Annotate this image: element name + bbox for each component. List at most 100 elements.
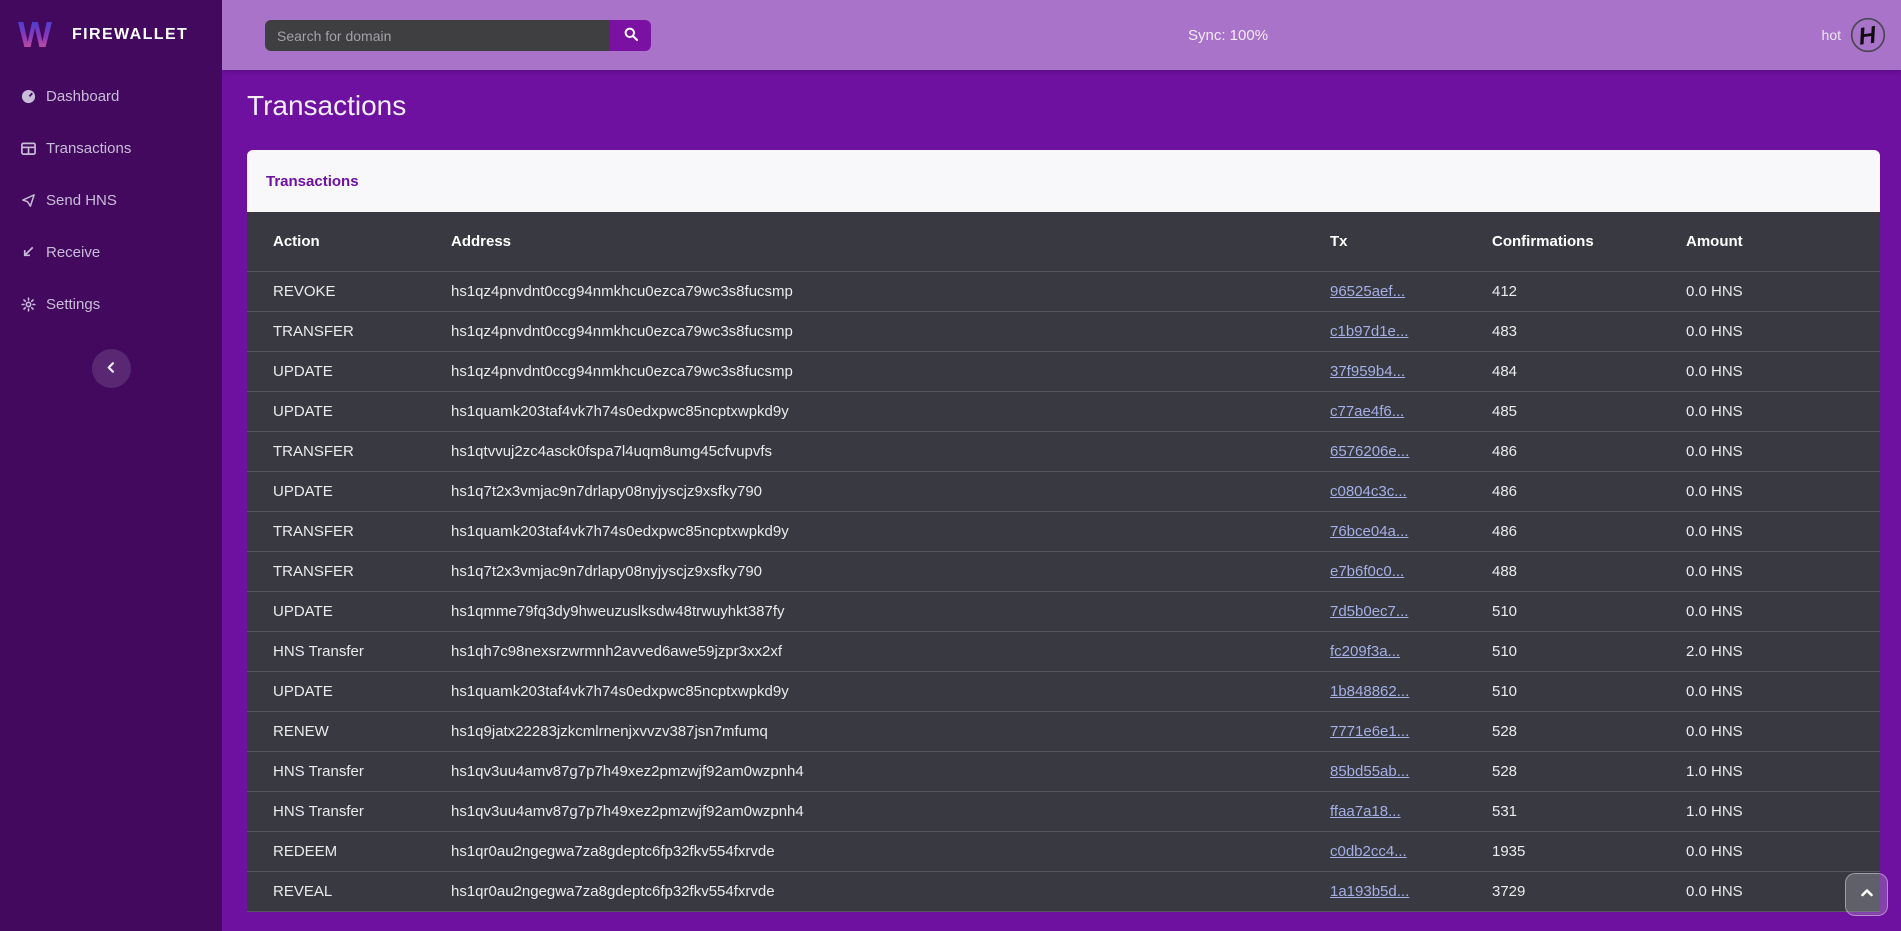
table-row: RENEW hs1q9jatx22283jzkcmlrnenjxvvzv387js…	[247, 712, 1880, 752]
sidebar-item-transactions[interactable]: Transactions	[0, 122, 222, 174]
tx-link[interactable]: 37f959b4...	[1330, 363, 1406, 380]
tx-link[interactable]: c0804c3c...	[1330, 483, 1407, 500]
firewallet-w-logo: W	[18, 10, 60, 61]
table-row: UPDATE hs1qmme79fq3dy9hweuzuslksdw48trwuy…	[247, 592, 1880, 632]
column-header-action: Action	[273, 233, 320, 250]
cell-address: hs1qz4pnvdnt0ccg94nmkhcu0ezca79wc3s8fucs…	[451, 283, 793, 300]
brand[interactable]: W FIREWALLET	[0, 0, 222, 70]
table-row: REVEAL hs1qr0au2ngegwa7za8gdeptc6fp32fkv5…	[247, 872, 1880, 912]
cell-amount: 1.0 HNS	[1686, 803, 1743, 820]
cell-amount: 2.0 HNS	[1686, 643, 1743, 660]
cell-confirmations: 486	[1492, 523, 1518, 540]
cell-address: hs1quamk203taf4vk7h74s0edxpwc85ncptxwpkd…	[451, 403, 789, 420]
cell-confirmations: 486	[1492, 443, 1518, 460]
cell-action: HNS Transfer	[273, 763, 364, 780]
cell-action: TRANSFER	[273, 443, 354, 460]
column-header-confirmations: Confirmations	[1492, 233, 1594, 250]
sidebar-item-label: Settings	[46, 295, 101, 313]
tx-link[interactable]: 1b848862...	[1330, 683, 1410, 700]
cell-amount: 0.0 HNS	[1686, 483, 1743, 500]
page-title: Transactions	[247, 90, 407, 121]
tx-link[interactable]: ffaa7a18...	[1330, 803, 1401, 820]
table-header-row: Action Address Tx Confirmations Amount	[247, 212, 1880, 272]
cell-confirmations: 3729	[1492, 883, 1526, 900]
table-row: HNS Transfer hs1qv3uu4amv87g7p7h49xez2pmz…	[247, 792, 1880, 832]
sidebar-collapse-button[interactable]	[92, 349, 131, 388]
cell-amount: 0.0 HNS	[1686, 323, 1743, 340]
receive-icon	[20, 244, 36, 260]
cell-amount: 1.0 HNS	[1686, 763, 1743, 780]
column-header-tx: Tx	[1330, 233, 1348, 250]
table-row: UPDATE hs1quamk203taf4vk7h74s0edxpwc85ncp…	[247, 672, 1880, 712]
tx-link[interactable]: c77ae4f6...	[1330, 403, 1405, 420]
cell-address: hs1qz4pnvdnt0ccg94nmkhcu0ezca79wc3s8fucs…	[451, 363, 793, 380]
cell-confirmations: 484	[1492, 363, 1518, 380]
cell-address: hs1q7t2x3vmjac9n7drlapy08nyjyscjz9xsfky7…	[451, 483, 763, 500]
tx-link[interactable]: 85bd55ab...	[1330, 763, 1410, 780]
cell-confirmations: 510	[1492, 683, 1518, 700]
cell-action: UPDATE	[273, 363, 333, 380]
handshake-logo-icon[interactable]: H	[1850, 17, 1886, 53]
table-row: TRANSFER hs1q7t2x3vmjac9n7drlapy08nyjyscj…	[247, 552, 1880, 592]
cell-confirmations: 485	[1492, 403, 1518, 420]
settings-icon	[20, 296, 36, 312]
table-row: TRANSFER hs1quamk203taf4vk7h74s0edxpwc85n…	[247, 512, 1880, 552]
cell-address: hs1qz4pnvdnt0ccg94nmkhcu0ezca79wc3s8fucs…	[451, 323, 793, 340]
sidebar-item-dashboard[interactable]: Dashboard	[0, 70, 222, 122]
table-row: TRANSFER hs1qz4pnvdnt0ccg94nmkhcu0ezca79w…	[247, 312, 1880, 352]
cell-confirmations: 486	[1492, 483, 1518, 500]
cell-confirmations: 531	[1492, 803, 1518, 820]
cell-action: REVOKE	[273, 283, 336, 300]
cell-address: hs1qr0au2ngegwa7za8gdeptc6fp32fkv554fxrv…	[451, 883, 775, 900]
sidebar-item-label: Transactions	[46, 139, 132, 157]
tx-link[interactable]: 76bce04a...	[1330, 523, 1409, 540]
cell-amount: 0.0 HNS	[1686, 283, 1743, 300]
brand-name: FIREWALLET	[72, 26, 189, 43]
search-button[interactable]	[610, 20, 651, 51]
tx-link[interactable]: 7d5b0ec7...	[1330, 603, 1409, 620]
cell-confirmations: 488	[1492, 563, 1518, 580]
cell-address: hs1qtvvuj2zc4asck0fspa7l4uqm8umg45cfvupv…	[451, 443, 773, 460]
scroll-to-top-button[interactable]	[1845, 873, 1888, 916]
cell-confirmations: 510	[1492, 603, 1518, 620]
cell-action: UPDATE	[273, 683, 333, 700]
wallet-name: hot	[1821, 27, 1841, 43]
sidebar-item-send-hns[interactable]: Send HNS	[0, 174, 222, 226]
sidebar-item-receive[interactable]: Receive	[0, 226, 222, 278]
cell-action: UPDATE	[273, 603, 333, 620]
svg-text:H: H	[1857, 21, 1879, 50]
table-row: REVOKE hs1qz4pnvdnt0ccg94nmkhcu0ezca79wc3…	[247, 272, 1880, 312]
domain-search	[265, 20, 651, 51]
table-body: REVOKE hs1qz4pnvdnt0ccg94nmkhcu0ezca79wc3…	[247, 272, 1880, 912]
cell-amount: 0.0 HNS	[1686, 563, 1743, 580]
cell-confirmations: 1935	[1492, 843, 1526, 860]
tx-link[interactable]: c0db2cc4...	[1330, 843, 1407, 860]
tx-link[interactable]: 7771e6e1...	[1330, 723, 1410, 740]
sidebar-item-label: Dashboard	[46, 87, 120, 105]
tx-link[interactable]: e7b6f0c0...	[1330, 563, 1405, 580]
tx-link[interactable]: c1b97d1e...	[1330, 323, 1409, 340]
cell-confirmations: 528	[1492, 723, 1518, 740]
cell-amount: 0.0 HNS	[1686, 843, 1743, 860]
tx-link[interactable]: 96525aef...	[1330, 283, 1406, 300]
cell-action: UPDATE	[273, 403, 333, 420]
cell-action: TRANSFER	[273, 323, 354, 340]
wallet-indicator: hot H	[1822, 0, 1886, 70]
cell-action: REDEEM	[273, 843, 338, 860]
dashboard-icon	[20, 88, 36, 104]
column-header-address: Address	[451, 233, 512, 250]
cell-action: REVEAL	[273, 883, 333, 900]
tx-link[interactable]: 1a193b5d...	[1330, 883, 1410, 900]
send-icon	[20, 192, 36, 208]
cell-amount: 0.0 HNS	[1686, 363, 1743, 380]
tx-link[interactable]: fc209f3a...	[1330, 643, 1401, 660]
cell-address: hs1q7t2x3vmjac9n7drlapy08nyjyscjz9xsfky7…	[451, 563, 763, 580]
sidebar-item-settings[interactable]: Settings	[0, 278, 222, 330]
cell-confirmations: 483	[1492, 323, 1518, 340]
sidebar-item-label: Receive	[46, 243, 101, 261]
tx-link[interactable]: 6576206e...	[1330, 443, 1410, 460]
table-row: UPDATE hs1quamk203taf4vk7h74s0edxpwc85ncp…	[247, 392, 1880, 432]
transactions-table: Action Address Tx Confirmations Amount REVOK…	[247, 212, 1880, 912]
transactions-icon	[20, 140, 36, 156]
search-input[interactable]	[265, 20, 610, 51]
